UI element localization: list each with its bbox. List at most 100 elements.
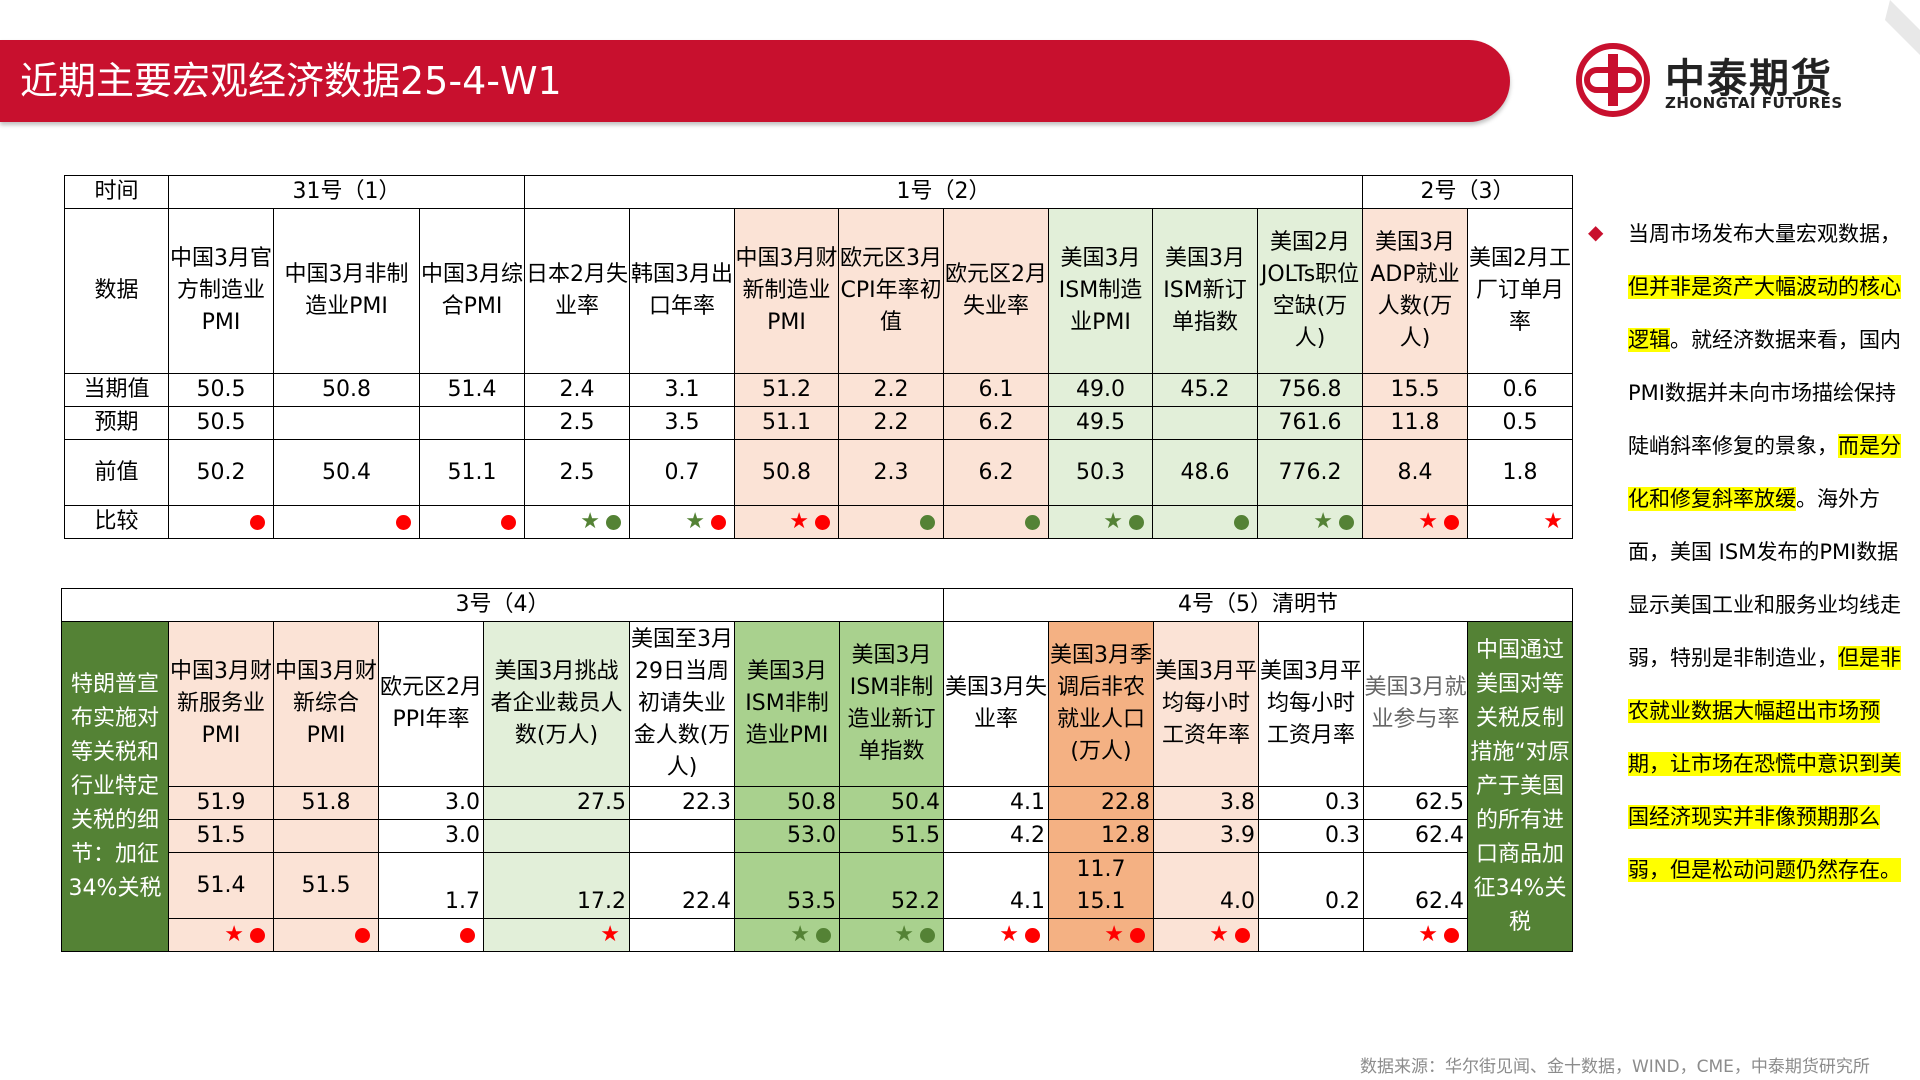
corner-decoration-icon bbox=[1885, 0, 1920, 55]
cell-expected: 49.5 bbox=[1048, 406, 1154, 440]
column-header: 欧元区2月失业率 bbox=[943, 208, 1050, 374]
zhongtai-logo-icon bbox=[1576, 43, 1650, 117]
compare-symbols: ★ bbox=[1362, 505, 1469, 539]
column-header: 韩国3月出口年率 bbox=[629, 208, 736, 374]
cell-current: 4.1 bbox=[943, 786, 1049, 820]
column-header: 日本2月失业率 bbox=[524, 208, 631, 374]
compare-symbols: ★ bbox=[483, 918, 630, 952]
cell-current: 50.8 bbox=[734, 786, 840, 820]
star-icon: ★ bbox=[580, 509, 602, 534]
star-icon: ★ bbox=[1103, 509, 1125, 534]
compare-symbols bbox=[418, 505, 526, 539]
cell-expected bbox=[273, 819, 379, 853]
dot-icon bbox=[1339, 514, 1355, 530]
column-header: 美国2月JOLTs职位空缺(万人) bbox=[1257, 208, 1364, 374]
cell-expected bbox=[1152, 406, 1259, 440]
compare-symbols: ★ bbox=[524, 505, 631, 539]
cell-expected bbox=[483, 819, 630, 853]
cell-current: 3.0 bbox=[378, 786, 484, 820]
compare-symbols: ★ bbox=[1257, 505, 1364, 539]
dot-icon bbox=[396, 514, 411, 530]
column-header: 中国3月综合PMI bbox=[418, 208, 526, 374]
cell-current: 6.1 bbox=[943, 373, 1050, 407]
dot-icon bbox=[606, 514, 622, 530]
cell-current: 0.3 bbox=[1258, 786, 1364, 820]
cell-expected: 6.2 bbox=[943, 406, 1050, 440]
cell-expected: 2.5 bbox=[524, 406, 631, 440]
dot-icon bbox=[711, 514, 727, 530]
star-icon: ★ bbox=[224, 922, 245, 947]
compare-symbols: ★ bbox=[1363, 918, 1468, 952]
dot-icon bbox=[250, 514, 265, 530]
compare-symbols bbox=[378, 918, 484, 952]
column-header: 美国2月工厂订单月率 bbox=[1467, 208, 1574, 374]
commentary-part: 。就经济数据来看，国内PMI数据并未向市场描绘保持陡峭斜率修复的景象， bbox=[1628, 328, 1901, 458]
dot-icon bbox=[460, 927, 475, 943]
compare-symbols bbox=[838, 505, 945, 539]
cell-previous: 6.2 bbox=[943, 439, 1050, 506]
cell-previous: 51.1 bbox=[418, 439, 526, 506]
compare-symbols: ★ bbox=[1467, 505, 1574, 539]
dot-icon bbox=[1025, 927, 1040, 943]
column-header: 美国3月ISM制造业PMI bbox=[1048, 208, 1154, 374]
cell-current: 51.2 bbox=[734, 373, 840, 407]
cell-current: 2.2 bbox=[838, 373, 945, 407]
cell-current: 3.8 bbox=[1153, 786, 1259, 820]
star-icon: ★ bbox=[600, 922, 621, 947]
cell-expected: 51.5 bbox=[839, 819, 944, 853]
compare-symbols bbox=[1258, 918, 1364, 952]
row-label-previous: 前值 bbox=[64, 439, 169, 506]
cell-previous: 17.2 bbox=[483, 852, 630, 919]
column-header: 中国3月非制造业PMI bbox=[273, 208, 420, 374]
dot-icon bbox=[1235, 927, 1250, 943]
tariff-note-us: 特朗普宣布实施对等关税和行业特定关税的细节：加征34%关税 bbox=[61, 621, 169, 952]
cell-previous: 2.3 bbox=[838, 439, 945, 506]
cell-current: 45.2 bbox=[1152, 373, 1259, 407]
dot-icon bbox=[816, 927, 831, 943]
star-icon: ★ bbox=[790, 922, 811, 947]
star-icon: ★ bbox=[894, 922, 915, 947]
logo-name-en: ZHONGTAI FUTURES bbox=[1665, 94, 1843, 112]
cell-current: 51.9 bbox=[168, 786, 274, 820]
dot-icon bbox=[920, 927, 935, 943]
row-label-time: 时间 bbox=[64, 175, 169, 209]
dot-icon bbox=[1025, 514, 1041, 530]
cell-previous: 1.8 bbox=[1467, 439, 1574, 506]
cell-expected: 0.5 bbox=[1467, 406, 1574, 440]
cell-current: 50.4 bbox=[839, 786, 944, 820]
cell-current: 22.8 bbox=[1048, 786, 1154, 820]
group-header-5: 4号（5）清明节 bbox=[942, 588, 1574, 622]
compare-symbols bbox=[1152, 505, 1259, 539]
cell-previous: 1.7 bbox=[378, 852, 484, 919]
dot-icon bbox=[920, 514, 936, 530]
dot-icon bbox=[501, 514, 517, 530]
dot-icon bbox=[250, 927, 265, 943]
cell-expected: 51.1 bbox=[734, 406, 840, 440]
star-icon: ★ bbox=[685, 509, 707, 534]
star-icon: ★ bbox=[1209, 922, 1230, 947]
cell-previous: 4.1 bbox=[943, 852, 1049, 919]
star-icon: ★ bbox=[1313, 509, 1335, 534]
star-icon: ★ bbox=[999, 922, 1020, 947]
previous-revised-value: 15.1 bbox=[1076, 888, 1126, 914]
column-header: 中国3月官方制造业PMI bbox=[168, 208, 274, 374]
title-bar: 近期主要宏观经济数据25-4-W1 bbox=[0, 40, 1510, 122]
column-header: 美国3月季调后非农就业人口(万人) bbox=[1048, 621, 1154, 787]
cell-previous: 50.2 bbox=[168, 439, 274, 506]
cell-previous: 50.3 bbox=[1048, 439, 1154, 506]
cell-expected: 2.2 bbox=[838, 406, 945, 440]
column-header: 美国3月平均每小时工资年率 bbox=[1153, 621, 1259, 787]
cell-previous: 50.8 bbox=[734, 439, 840, 506]
column-header: 美国3月ISM非制造业PMI bbox=[734, 621, 840, 787]
cell-expected: 3.9 bbox=[1153, 819, 1259, 853]
compare-symbols bbox=[629, 918, 735, 952]
group-header-1: 31号（1） bbox=[167, 175, 526, 209]
cell-previous: 2.5 bbox=[524, 439, 631, 506]
dot-icon bbox=[1444, 514, 1460, 530]
row-label-compare: 比较 bbox=[64, 505, 169, 539]
compare-symbols bbox=[168, 505, 274, 539]
group-header-2: 1号（2） bbox=[524, 175, 1364, 209]
dot-icon bbox=[1444, 927, 1459, 943]
compare-symbols bbox=[273, 918, 379, 952]
cell-current: 50.5 bbox=[168, 373, 274, 407]
